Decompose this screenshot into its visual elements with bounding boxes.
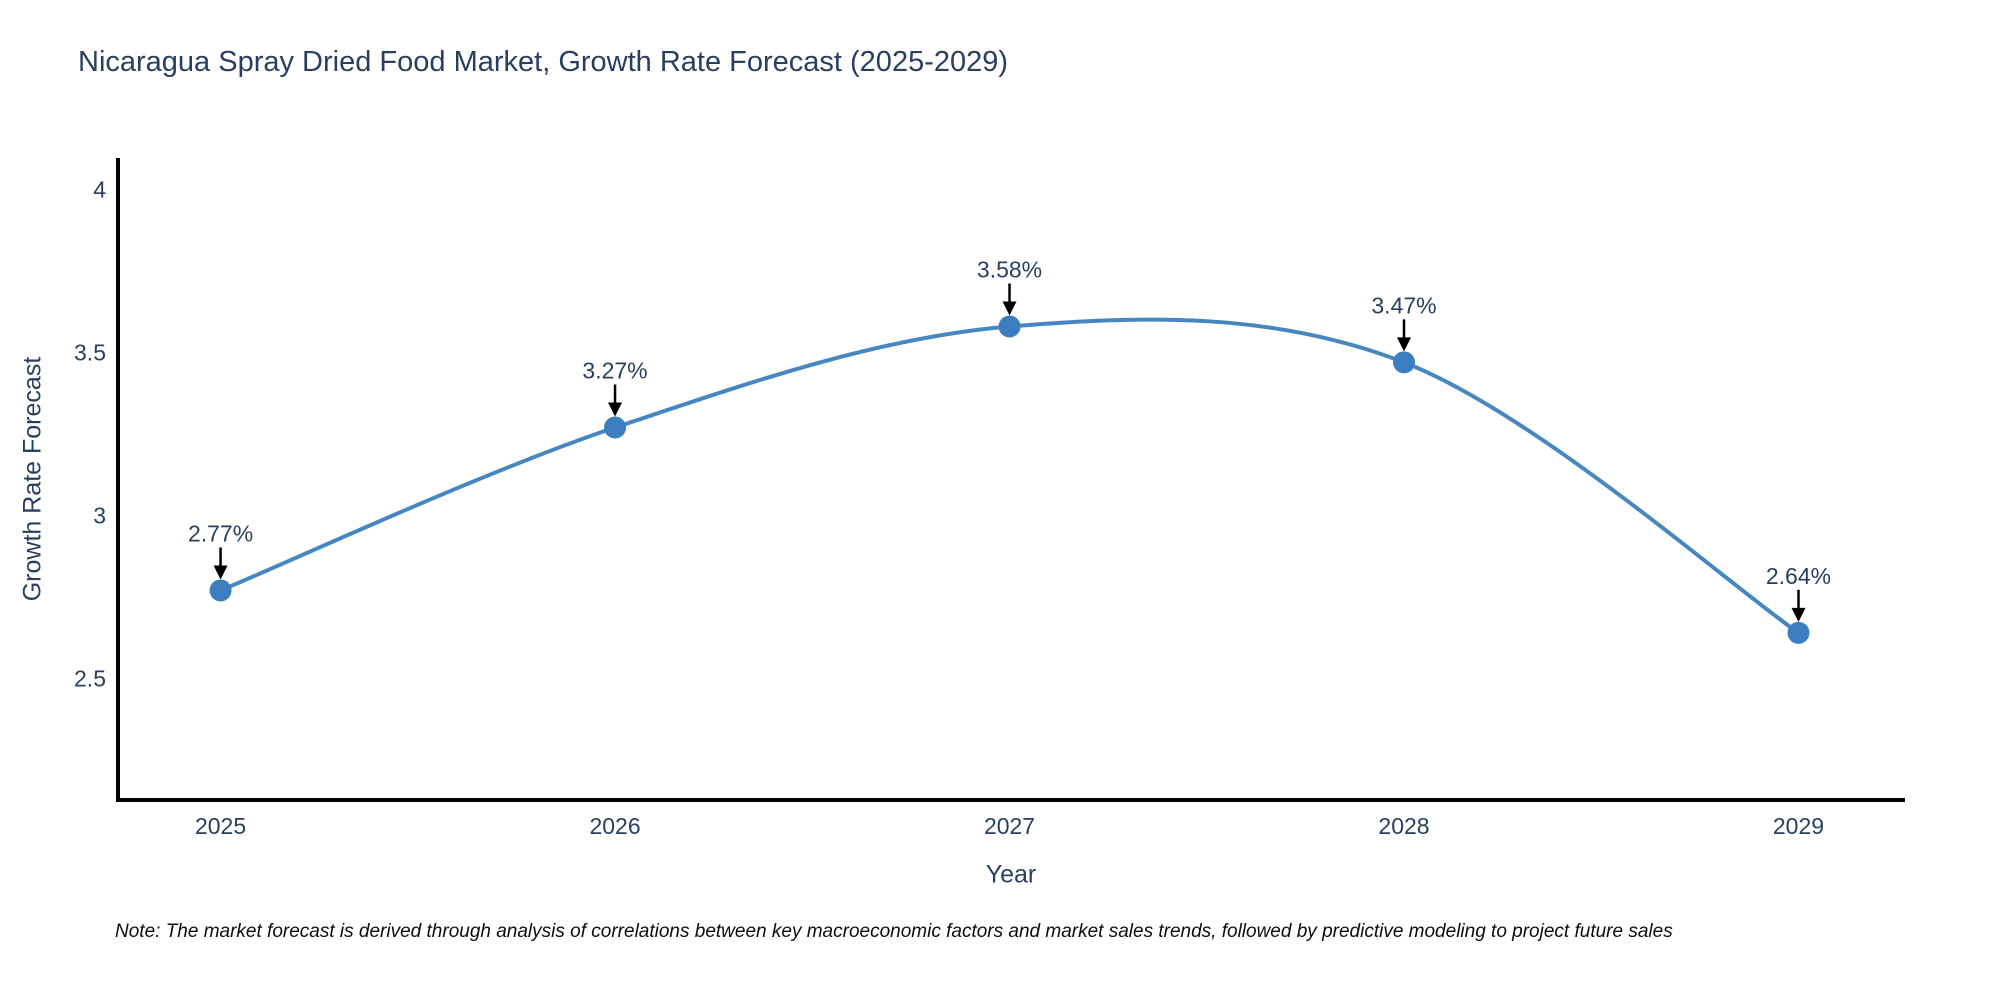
annotation-label: 3.58% <box>977 256 1042 282</box>
y-tick-label: 3.5 <box>74 340 106 366</box>
data-point-marker[interactable] <box>1787 621 1810 644</box>
x-tick-label: 2025 <box>195 813 246 839</box>
annotation-label: 2.64% <box>1766 563 1831 589</box>
annotation-label: 3.47% <box>1371 292 1436 318</box>
annotation-arrowhead <box>1791 607 1806 622</box>
chart-title: Nicaragua Spray Dried Food Market, Growt… <box>78 46 1009 78</box>
x-tick-label: 2028 <box>1378 813 1429 839</box>
data-point-marker[interactable] <box>604 416 627 439</box>
annotation-label: 2.77% <box>188 520 253 546</box>
x-tick-label: 2026 <box>589 813 640 839</box>
data-point-marker[interactable] <box>998 315 1021 338</box>
x-tick-label: 2029 <box>1773 813 1824 839</box>
x-axis-title: Year <box>985 860 1037 889</box>
footnote: Note: The market forecast is derived thr… <box>115 921 1673 942</box>
annotation-label: 3.27% <box>582 358 647 384</box>
data-point-marker[interactable] <box>209 579 232 602</box>
annotation-arrowhead <box>213 565 228 580</box>
y-tick-label: 2.5 <box>74 665 106 691</box>
y-axis-title: Growth Rate Forecast <box>18 356 47 602</box>
y-tick-label: 4 <box>93 177 106 203</box>
data-point-marker[interactable] <box>1393 351 1416 374</box>
y-tick-label: 3 <box>93 502 106 528</box>
annotation-arrowhead <box>608 402 623 417</box>
trend-line <box>218 317 1801 635</box>
x-tick-label: 2027 <box>984 813 1035 839</box>
annotation-arrowhead <box>1002 301 1017 316</box>
annotation-arrowhead <box>1397 337 1412 352</box>
